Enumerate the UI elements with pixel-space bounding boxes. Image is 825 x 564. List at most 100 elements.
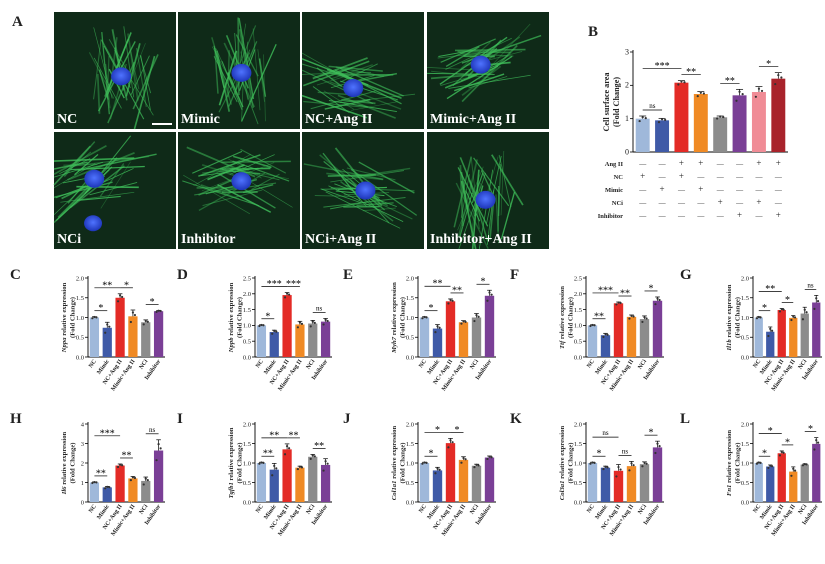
micrograph-tile: Mimic	[178, 12, 300, 129]
factor-sign: —	[658, 199, 667, 207]
significance-label: ns	[602, 429, 609, 437]
data-point	[313, 321, 316, 324]
bar	[600, 467, 611, 502]
x-tick-label: NCi	[306, 358, 317, 370]
micrograph-tile: NC	[54, 12, 176, 130]
data-point	[93, 481, 96, 484]
nucleus	[470, 55, 491, 74]
data-point	[324, 318, 327, 321]
actin-fiber	[461, 65, 502, 97]
y-axis-label: Il1b relative expression	[726, 284, 733, 351]
actin-fiber	[53, 145, 91, 186]
data-point	[486, 299, 489, 302]
factor-sign: +	[698, 184, 703, 194]
x-tick-label: NC	[88, 504, 98, 515]
data-point	[423, 461, 426, 464]
y-tick-label: 1.0	[574, 460, 582, 467]
data-point	[759, 461, 762, 464]
data-point	[757, 315, 760, 319]
y-tick-label: 1.5	[243, 441, 251, 448]
data-point	[716, 117, 719, 120]
factor-sign: +	[776, 158, 781, 168]
data-point	[638, 119, 641, 123]
actin-fiber	[328, 185, 404, 223]
data-point	[95, 316, 98, 319]
significance-label: *	[150, 297, 155, 308]
y-tick-label: 1.0	[243, 323, 251, 330]
data-point	[93, 315, 96, 319]
actin-fiber	[53, 161, 88, 170]
significance-label: ns	[149, 426, 156, 434]
chart-panel-h: H 0 1 2 3 4 Il6 relative expression (Fold Chang…	[10, 411, 165, 537]
chart-panel-l: L 0.0 0.5 1.0 1.5 2.0 Fn1 relative expression(…	[680, 411, 822, 537]
data-point	[778, 454, 782, 457]
significance-label: *	[597, 449, 602, 460]
bar	[771, 78, 786, 152]
actin-fiber	[227, 72, 244, 108]
panel-letter: C	[10, 267, 21, 283]
data-point	[722, 115, 725, 119]
data-point	[104, 487, 107, 490]
actin-fiber	[220, 167, 271, 170]
data-point	[129, 479, 132, 482]
actin-fiber	[231, 167, 289, 180]
actin-fiber	[486, 155, 502, 224]
data-point	[591, 461, 594, 464]
significance-label: **	[433, 279, 443, 290]
bar	[766, 331, 775, 357]
factor-sign: —	[638, 212, 647, 220]
bar	[800, 313, 809, 357]
factor-sign: —	[696, 173, 705, 181]
data-point	[792, 315, 795, 318]
factor-sign: —	[677, 212, 686, 220]
data-point	[488, 455, 491, 458]
data-point	[473, 466, 476, 469]
bar	[471, 465, 482, 502]
bar	[432, 470, 443, 502]
bar	[600, 335, 611, 357]
actin-fiber	[237, 17, 240, 96]
data-point	[683, 81, 686, 84]
data-point	[656, 442, 659, 445]
panel-letter: L	[680, 411, 690, 427]
actin-fiber	[341, 99, 376, 105]
data-point	[755, 317, 759, 320]
actin-fiber	[333, 166, 367, 208]
y-tick-label: 0.0	[574, 354, 582, 361]
significance-label: **	[452, 285, 462, 296]
significance-label: *	[766, 59, 771, 70]
data-point	[770, 329, 774, 332]
actin-fiber	[252, 28, 261, 111]
data-point	[657, 121, 661, 124]
actin-fiber	[334, 69, 402, 105]
data-point	[774, 82, 777, 86]
actin-fiber	[470, 192, 477, 243]
actin-fiber	[93, 27, 113, 99]
actin-fiber	[218, 52, 251, 113]
chart-panel-i: I 0.0 0.5 1.0 1.5 2.0 Tgfb1 relative expressio…	[177, 411, 332, 537]
data-point	[593, 324, 596, 327]
data-point	[643, 316, 646, 319]
y-axis-label: Myh7 relative expression	[391, 282, 398, 354]
actin-fiber	[301, 69, 374, 105]
y-axis-label: (Fold Change)	[237, 297, 244, 338]
actin-fiber	[468, 180, 489, 241]
bar	[115, 297, 125, 357]
data-point	[644, 117, 647, 120]
y-tick-label: 1.0	[406, 315, 414, 322]
significance-label: *	[768, 426, 773, 437]
actin-fiber	[193, 153, 251, 186]
y-tick-label: 1.5	[243, 307, 251, 314]
data-point	[144, 319, 147, 322]
data-point	[617, 465, 620, 469]
data-point	[464, 320, 467, 324]
actin-fiber	[431, 70, 495, 79]
factor-sign: —	[754, 173, 763, 181]
actin-fiber	[100, 161, 131, 209]
data-point	[121, 295, 124, 299]
y-tick-label: 2.0	[741, 421, 749, 428]
y-axis-label: (Fold Change)	[70, 442, 77, 483]
actin-fiber	[217, 184, 272, 213]
data-point	[300, 466, 304, 469]
y-tick-label: 2.0	[406, 275, 414, 282]
